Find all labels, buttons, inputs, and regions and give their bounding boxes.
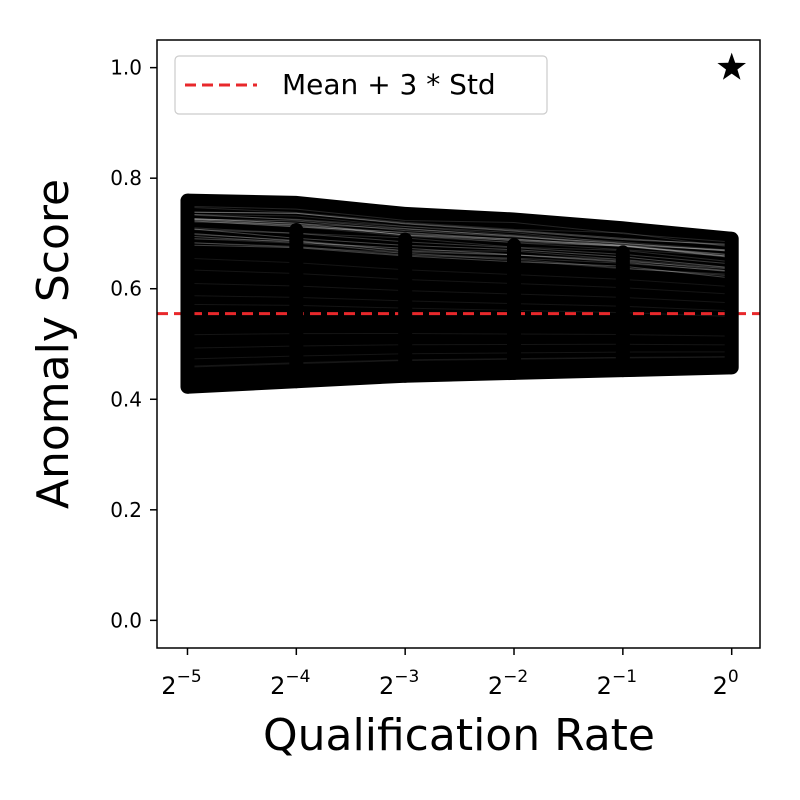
x-axis-title: Qualification Rate [263,710,655,761]
y-tick-label: 0.6 [110,277,142,301]
point-markers [507,238,522,380]
series-line [187,214,732,252]
x-tick-label: 2−2 [488,667,528,700]
series-line [187,238,732,272]
series-lines [187,193,732,394]
series-line [187,232,732,273]
series-line [187,205,732,243]
plot-frame [156,39,761,649]
series-line [187,269,732,295]
series-line [187,237,732,269]
series-band [187,193,732,394]
point-markers [615,245,630,378]
series-line [187,227,732,269]
series-line [187,257,732,288]
highlight-star-marker [717,52,746,80]
series-line [187,356,732,368]
series-line [187,206,732,248]
x-tick-label: 2−3 [379,667,419,700]
legend: Mean + 3 * Std [174,55,548,115]
y-tick-label: 0.2 [110,498,142,522]
legend-label-threshold: Mean + 3 * Std [282,68,496,101]
y-tick-label: 0.4 [110,387,142,411]
series-line [187,233,732,272]
series-line [187,242,732,277]
series-line [187,218,732,252]
x-tick-label: 2−4 [270,667,310,700]
series-line [187,218,732,256]
y-tick-label: 1.0 [110,56,142,80]
x-tick-label: 2−5 [161,667,201,700]
y-tick-label: 0.8 [110,166,142,190]
x-axis: 2−5 2−4 2−3 2−2 2−1 20 [161,648,739,700]
y-axis: 0.0 0.2 0.4 0.6 0.8 1.0 [110,56,157,632]
point-markers [180,193,195,394]
series-line [187,217,732,252]
series-line [187,220,732,258]
series-line [187,333,732,337]
series-line [187,218,732,259]
series-line [187,213,732,251]
legend-box [174,55,548,115]
point-markers [398,232,413,383]
y-tick-label: 0.0 [110,608,142,632]
series-line [187,356,732,367]
series-line [187,211,732,245]
marker-layer [180,52,746,394]
point-markers [289,222,304,389]
y-axis-title: Anomaly Score [28,179,79,509]
series-line [187,351,732,360]
series-line [187,242,732,275]
series-line [187,343,732,349]
series-line [187,295,732,312]
series-line [187,211,732,247]
x-tick-label: 2−1 [597,667,637,700]
series-line [187,219,732,257]
series-line [187,244,732,279]
series-line [187,218,732,256]
point-markers [724,231,739,375]
series-line [187,221,732,257]
series-line [187,226,732,263]
series-line [187,228,732,265]
series-line [187,235,732,270]
series-line [187,282,732,304]
series-line [187,213,732,251]
x-tick-label: 20 [713,667,739,700]
